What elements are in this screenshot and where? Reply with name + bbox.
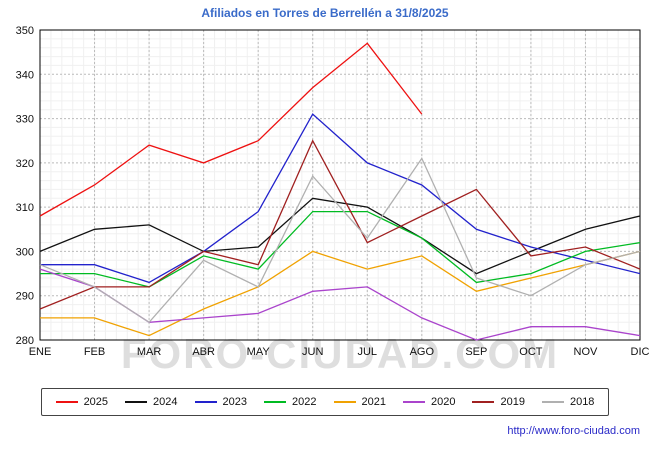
legend-item-2025: 2025 <box>55 396 109 408</box>
legend-item-2020: 2020 <box>402 396 456 408</box>
legend-label-2024: 2024 <box>153 396 178 408</box>
legend-swatch-2022 <box>264 401 287 403</box>
series-2021-line <box>40 250 641 337</box>
line-chart: 280 290 300 310 320 330 340 350 FORO-CIUDAD.COM E… <box>16 25 650 377</box>
legend-swatch-2020 <box>402 401 425 403</box>
x-axis-tick-label: DIC <box>631 346 650 358</box>
y-axis-tick-label: 300 <box>16 246 34 258</box>
legend: 2025 2024 2023 2022 2021 2020 2019 2018 <box>40 388 610 416</box>
legend-swatch-2018 <box>541 401 564 403</box>
x-axis-tick-label: NOV <box>574 346 599 358</box>
x-axis-tick-label: JUL <box>357 346 377 358</box>
y-axis-tick-label: 340 <box>16 69 34 81</box>
x-axis-tick-label: FEB <box>84 346 105 358</box>
plot-border <box>39 29 641 341</box>
legend-swatch-2019 <box>472 401 495 403</box>
legend-label-2025: 2025 <box>83 396 109 408</box>
legend-item-2022: 2022 <box>264 396 317 408</box>
legend-item-2021: 2021 <box>333 396 386 408</box>
legend-label-2020: 2020 <box>430 396 456 408</box>
x-axis-tick-label: ENE <box>29 346 52 358</box>
y-axis-tick-label: 310 <box>16 202 34 214</box>
y-axis-tick-label: 350 <box>16 25 34 37</box>
chart-title: Afiliados en Torres de Berrellén a 31/8/… <box>201 6 449 20</box>
y-axis-tick-label: 320 <box>16 158 34 170</box>
legend-swatch-2023 <box>194 401 217 403</box>
series-2019-line <box>39 139 641 310</box>
legend-item-2024: 2024 <box>125 396 178 408</box>
legend-item-2023: 2023 <box>194 396 248 408</box>
legend-label-2019: 2019 <box>500 396 525 408</box>
series-2023-line <box>40 113 641 284</box>
x-axis-tick-label: OCT <box>519 346 543 358</box>
series-2024-line <box>39 197 641 275</box>
x-axis-tick-label: AGO <box>410 346 435 358</box>
y-axis-tick-label: 290 <box>16 291 34 303</box>
foro-ciudad-link[interactable]: http://www.foro-ciudad.com <box>507 425 640 437</box>
y-axis-tick-label: 280 <box>16 335 34 347</box>
x-axis-tick-label: ABR <box>192 346 215 358</box>
watermark: FORO-CIUDAD.COM <box>121 330 559 377</box>
x-axis-tick-label: JUN <box>302 346 323 358</box>
legend-swatch-2025 <box>55 401 78 403</box>
series-2022-line <box>40 210 641 288</box>
legend-item-2019: 2019 <box>472 396 525 408</box>
legend-label-2018: 2018 <box>569 396 595 408</box>
legend-label-2022: 2022 <box>292 396 317 408</box>
x-axis-tick-label: MAY <box>247 346 271 358</box>
legend-label-2023: 2023 <box>222 396 248 408</box>
legend-label-2021: 2021 <box>361 396 386 408</box>
series-2025-line <box>39 42 423 217</box>
x-axis-tick-label: MAR <box>137 346 162 358</box>
legend-item-2018: 2018 <box>541 396 595 408</box>
series-2018-line <box>39 157 641 324</box>
x-axis-tick-label: SEP <box>465 346 487 358</box>
legend-swatch-2021 <box>333 401 356 403</box>
y-axis-tick-label: 330 <box>16 114 34 126</box>
legend-swatch-2024 <box>125 401 148 403</box>
